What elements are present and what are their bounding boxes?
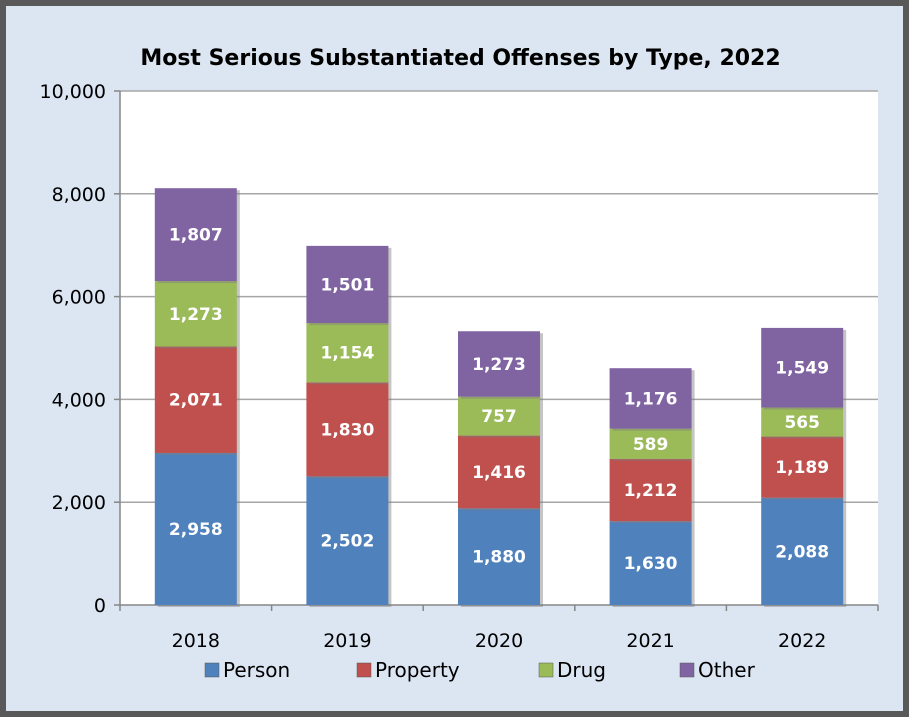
legend-swatch-other — [679, 662, 695, 678]
data-label-drug-2021: 589 — [633, 435, 669, 455]
legend-swatch-drug — [538, 662, 554, 678]
y-tick-label: 8,000 — [52, 184, 106, 206]
data-label-property-2019: 1,830 — [321, 420, 375, 440]
bar-drug-2020 — [458, 396, 540, 436]
y-tick-label: 4,000 — [52, 389, 106, 411]
legend-label-person: Person — [223, 658, 290, 682]
bar-person-2020 — [458, 508, 540, 605]
bar-property-2018 — [154, 346, 237, 453]
y-tick-label: 10,000 — [40, 81, 106, 103]
data-label-person-2021: 1,630 — [624, 554, 678, 574]
bar-other-2019 — [306, 245, 389, 324]
data-label-other-2018: 1,807 — [169, 226, 223, 246]
legend-swatch-property — [356, 662, 372, 678]
x-tick-label: 2018 — [172, 630, 220, 652]
y-tick-label: 2,000 — [52, 492, 106, 514]
data-label-drug-2020: 757 — [481, 407, 517, 427]
bar-other-2020 — [458, 331, 540, 397]
x-tick-label: 2020 — [475, 630, 523, 652]
bar-property-2020 — [458, 435, 540, 509]
data-label-property-2020: 1,416 — [472, 463, 526, 483]
data-label-other-2020: 1,273 — [472, 355, 526, 375]
bar-other-2021 — [609, 368, 692, 429]
bar-person-2018 — [154, 452, 237, 605]
legend-label-drug: Drug — [557, 658, 606, 682]
y-tick-label: 6,000 — [52, 287, 106, 309]
x-tick-label: 2021 — [626, 630, 674, 652]
bar-person-2019 — [306, 476, 389, 605]
x-tick-label: 2019 — [323, 630, 371, 652]
legend-label-other: Other — [698, 658, 756, 682]
data-label-property-2022: 1,189 — [775, 458, 829, 478]
bar-property-2022 — [761, 436, 844, 498]
bar-property-2021 — [609, 458, 692, 522]
bar-drug-2022 — [761, 407, 844, 437]
x-tick-label: 2022 — [778, 630, 826, 652]
legend-label-property: Property — [375, 658, 460, 682]
bar-other-2022 — [761, 327, 844, 408]
data-label-person-2022: 2,088 — [775, 542, 829, 562]
bar-property-2019 — [306, 382, 389, 477]
data-label-other-2022: 1,549 — [775, 359, 829, 379]
data-label-property-2021: 1,212 — [624, 481, 678, 501]
data-label-other-2021: 1,176 — [624, 389, 678, 409]
bar-other-2018 — [154, 188, 237, 282]
data-label-person-2020: 1,880 — [472, 548, 526, 568]
data-label-drug-2019: 1,154 — [321, 344, 375, 364]
data-label-drug-2018: 1,273 — [169, 305, 223, 325]
bar-drug-2018 — [154, 281, 237, 347]
data-label-property-2018: 2,071 — [169, 391, 223, 411]
data-label-drug-2022: 565 — [784, 413, 820, 433]
legend-swatch-person — [204, 662, 220, 678]
bar-drug-2021 — [609, 428, 692, 459]
bar-person-2022 — [761, 497, 844, 605]
bar-drug-2019 — [306, 323, 389, 383]
bar-person-2021 — [609, 521, 692, 605]
data-label-person-2018: 2,958 — [169, 520, 223, 540]
chart-title: Most Serious Substantiated Offenses by T… — [140, 46, 781, 71]
data-label-other-2019: 1,501 — [321, 275, 375, 295]
data-label-person-2019: 2,502 — [321, 532, 375, 552]
y-tick-label: 0 — [94, 595, 106, 617]
